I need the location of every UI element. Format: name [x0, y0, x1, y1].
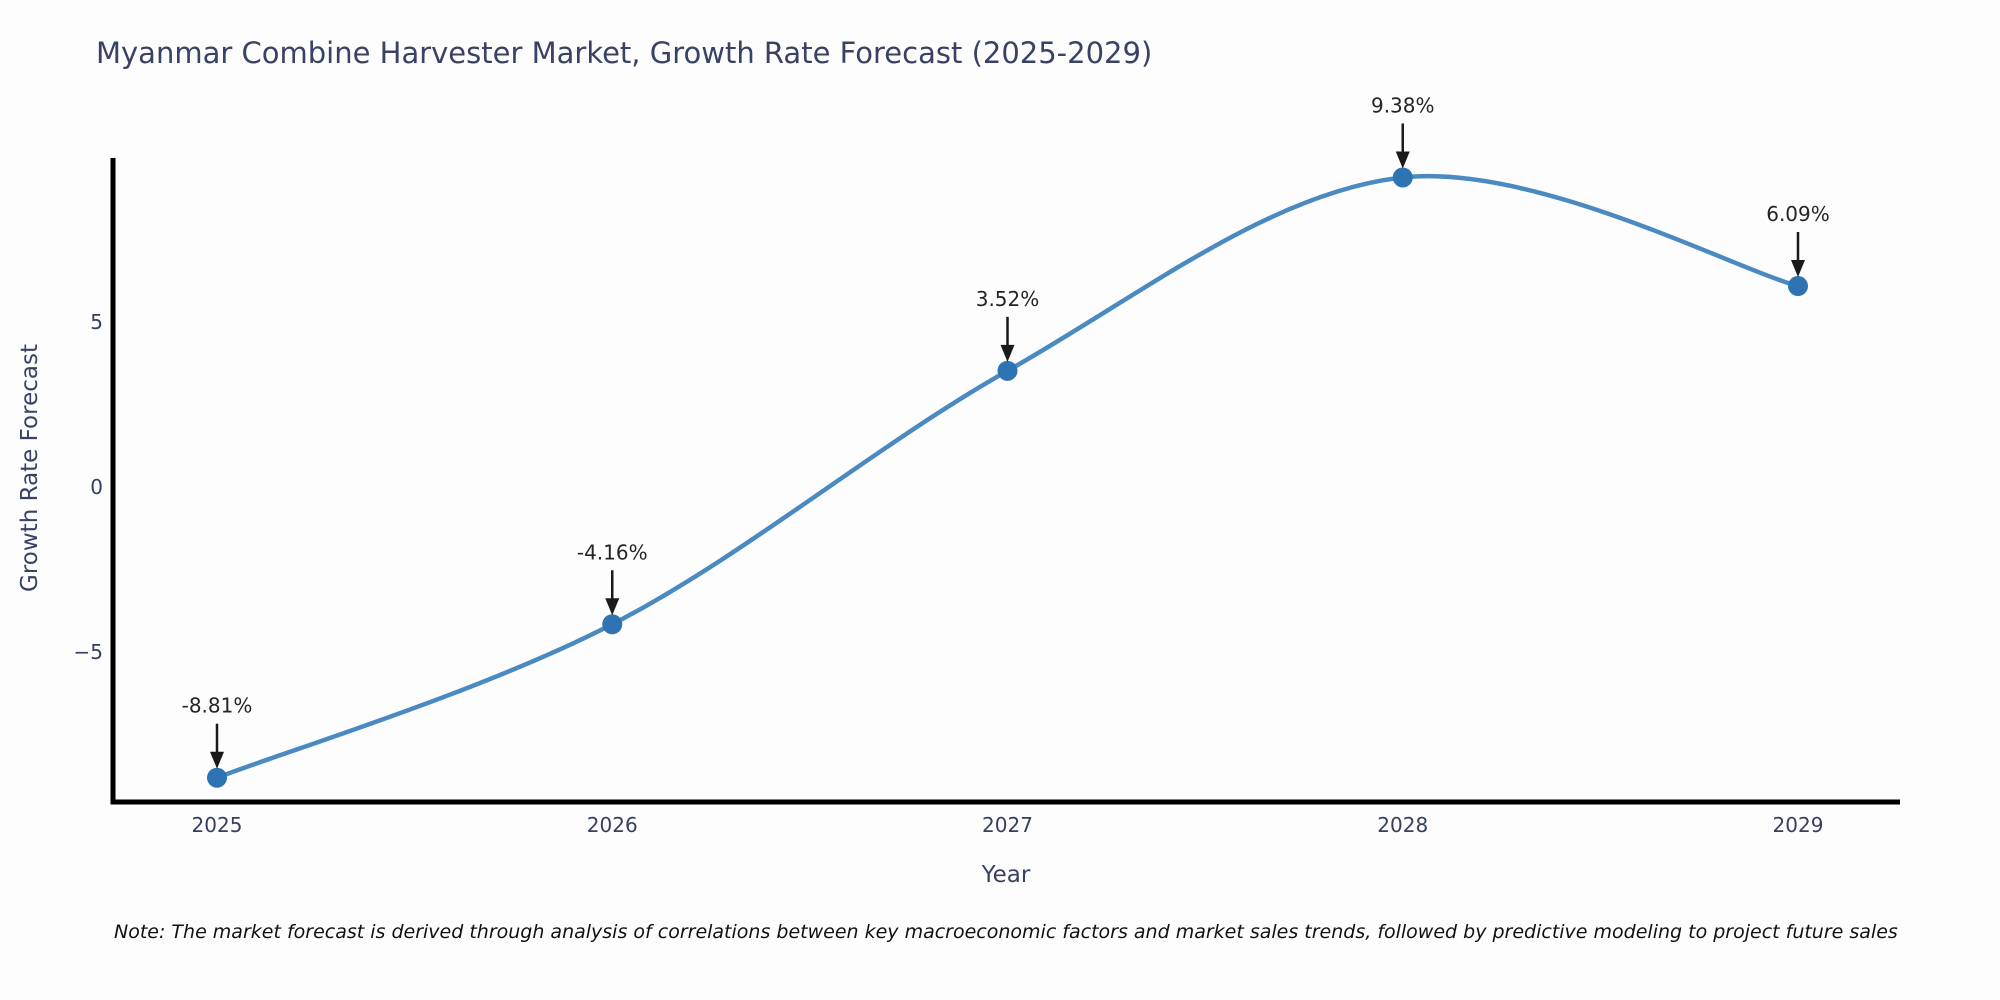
x-axis-title: Year: [981, 862, 1031, 888]
y-tick-label: 5: [90, 310, 103, 334]
annotation-arrowhead: [1000, 344, 1015, 362]
data-point-label: 6.09%: [1766, 202, 1830, 226]
annotation-arrowhead: [1791, 260, 1805, 278]
data-point-marker[interactable]: [1788, 276, 1808, 297]
x-tick-label: 2027: [982, 813, 1033, 837]
data-point-marker[interactable]: [1392, 167, 1413, 188]
annotation-arrowhead: [1395, 151, 1410, 169]
chart-title: Myanmar Combine Harvester Market, Growth…: [96, 36, 1153, 70]
data-point-marker[interactable]: [997, 360, 1018, 381]
data-point-label: -8.81%: [182, 694, 253, 718]
data-point-label: 9.38%: [1371, 93, 1435, 117]
y-tick-label: 0: [90, 475, 103, 499]
x-tick-label: 2029: [1773, 813, 1824, 837]
annotation-arrowhead: [605, 598, 620, 616]
chart-footnote: Note: The market forecast is derived thr…: [114, 921, 1898, 943]
x-tick-label: 2028: [1377, 813, 1428, 837]
y-tick-label: −5: [74, 640, 103, 664]
data-point-marker[interactable]: [207, 767, 227, 788]
forecast-line: [214, 173, 1801, 780]
data-point-label: 3.52%: [976, 287, 1040, 311]
data-point-label: -4.16%: [577, 540, 648, 564]
x-tick-label: 2025: [192, 813, 243, 837]
x-tick-label: 2026: [587, 813, 638, 837]
annotation-arrowhead: [210, 751, 224, 769]
data-point-marker[interactable]: [602, 614, 623, 635]
